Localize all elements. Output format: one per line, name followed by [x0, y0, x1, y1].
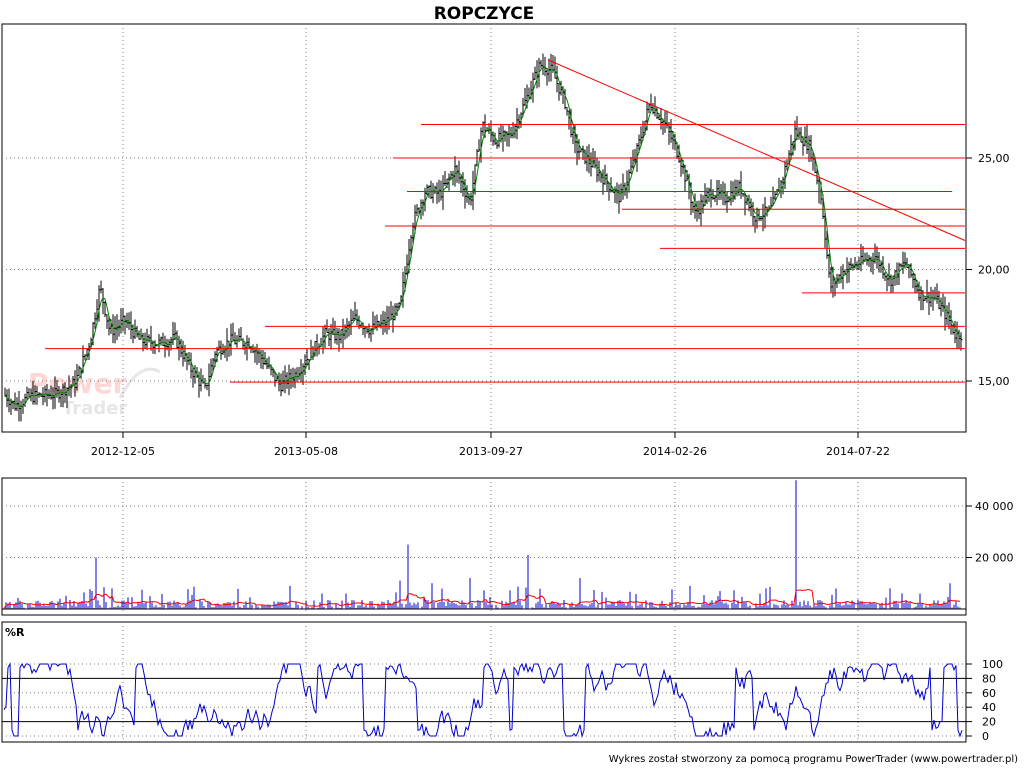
x-tick-label: 2013-05-08	[274, 445, 338, 458]
chart-title: ROPCZYCE	[434, 4, 535, 24]
support-resistance-levels	[45, 59, 966, 383]
watermark-swoosh-icon	[118, 367, 161, 399]
x-tick-label: 2013-09-27	[459, 445, 523, 458]
volume-tick-label: 20 000	[975, 552, 1014, 565]
williams-r-series	[3, 662, 963, 738]
price-average-line	[4, 66, 962, 408]
y-tick-label: 20,00	[978, 264, 1010, 277]
wr-tick-label: 0	[982, 730, 989, 743]
axis-labels: 2012-12-05 2013-05-08 2013-09-27 2014-02-26…	[91, 152, 1013, 743]
wr-tick-label: 20	[982, 716, 996, 729]
wr-panel-label: %R	[5, 626, 25, 639]
price-series	[4, 53, 963, 422]
wr-tick-label: 60	[982, 687, 996, 700]
volume-panel-frame	[1, 477, 967, 616]
volume-tick-label: 40 000	[975, 500, 1014, 513]
wr-panel-frame	[1, 621, 967, 743]
x-tick-label: 2014-02-26	[643, 445, 707, 458]
y-tick-label: 15,00	[978, 375, 1010, 388]
y-tick-label: 25,00	[978, 152, 1010, 165]
price-panel-frame	[1, 23, 967, 433]
x-tick-label: 2012-12-05	[91, 445, 155, 458]
wr-tick-label: 100	[982, 658, 1003, 671]
volume-bars	[2, 480, 966, 610]
wr-tick-label: 80	[982, 672, 996, 685]
wr-tick-label: 40	[982, 701, 996, 714]
volume-average-line	[3, 588, 961, 609]
x-tick-label: 2014-07-22	[826, 445, 890, 458]
williams-r-line	[3, 662, 963, 738]
watermark-word-trader: Trader	[62, 398, 127, 419]
grid-layer	[2, 24, 966, 742]
footer-credit: Wykres został stworzony za pomocą progra…	[609, 754, 1018, 765]
descending-trendline	[547, 59, 966, 241]
